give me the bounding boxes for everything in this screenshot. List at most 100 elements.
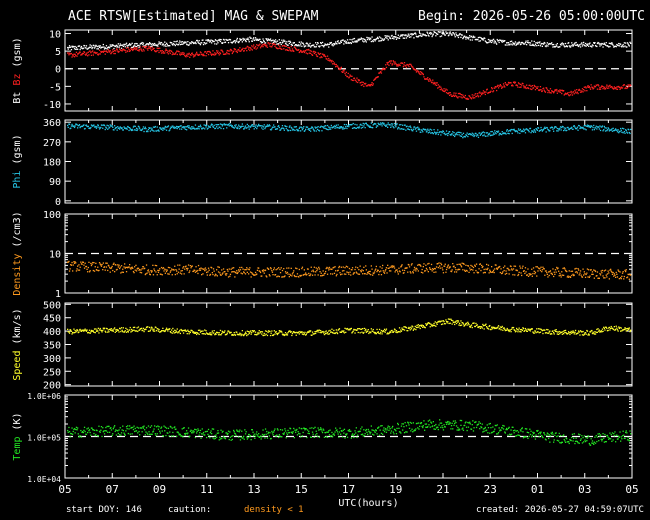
data-point-bz — [261, 45, 263, 47]
data-point-density — [442, 272, 445, 274]
data-point-bt — [497, 39, 500, 42]
data-point-phi — [442, 130, 444, 132]
data-point-phi — [494, 130, 496, 132]
data-point-bt — [485, 41, 487, 43]
data-point-phi — [327, 129, 329, 131]
data-point-speed — [162, 327, 164, 329]
data-point-phi — [479, 134, 481, 136]
data-point-density — [73, 261, 75, 263]
data-point-phi — [243, 128, 245, 130]
data-point-density — [217, 271, 220, 273]
data-point-bz — [517, 86, 519, 88]
data-point-density — [472, 269, 474, 271]
data-point-density — [293, 270, 295, 272]
data-point-speed — [335, 329, 337, 331]
data-point-speed — [383, 330, 385, 332]
data-point-bt — [254, 37, 257, 39]
data-point-bz — [471, 94, 473, 96]
data-point-density — [507, 267, 509, 270]
data-point-speed — [199, 331, 202, 333]
data-point-density — [619, 271, 621, 273]
data-point-bt — [299, 45, 301, 47]
data-point-speed — [517, 329, 520, 331]
data-point-density — [148, 271, 150, 273]
data-point-density — [316, 269, 318, 272]
data-point-density — [463, 263, 465, 265]
data-point-phi — [278, 125, 280, 127]
data-point-phi — [70, 125, 73, 127]
data-point-bz — [323, 54, 326, 56]
data-point-bz — [506, 84, 508, 86]
data-point-speed — [102, 329, 104, 332]
data-point-speed — [601, 331, 603, 333]
data-point-phi — [329, 126, 331, 129]
data-point-bz — [268, 43, 270, 45]
data-point-density — [529, 274, 531, 276]
data-point-bt — [182, 42, 185, 44]
data-point-phi — [311, 126, 314, 129]
data-point-bt — [602, 46, 604, 48]
data-point-speed — [589, 331, 592, 333]
data-point-density — [159, 268, 161, 270]
data-point-bt — [402, 37, 404, 39]
data-point-density — [331, 273, 334, 275]
data-point-bz — [167, 50, 169, 52]
data-point-bz — [112, 49, 114, 51]
data-point-bz — [428, 80, 430, 82]
data-point-phi — [392, 123, 394, 125]
data-point-speed — [228, 331, 230, 333]
data-point-speed — [93, 331, 95, 333]
data-point-bt — [365, 41, 367, 43]
data-point-speed — [451, 323, 453, 325]
data-point-density — [287, 273, 289, 275]
data-point-density — [581, 276, 584, 278]
data-point-speed — [346, 327, 349, 330]
data-point-density — [607, 270, 609, 272]
data-point-density — [182, 267, 184, 269]
data-point-bt — [429, 31, 431, 34]
data-point-bt — [492, 38, 495, 40]
data-point-density — [362, 270, 364, 272]
data-point-bz — [261, 44, 264, 46]
data-point-speed — [579, 334, 581, 336]
data-point-density — [72, 264, 74, 266]
data-point-bz — [535, 86, 537, 88]
data-point-phi — [334, 127, 336, 129]
data-point-bt — [315, 46, 317, 48]
data-point-phi — [127, 126, 129, 128]
data-point-bt — [406, 35, 408, 37]
data-point-density — [452, 263, 454, 265]
data-point-bz — [149, 47, 151, 49]
data-point-density — [256, 269, 259, 271]
data-point-phi — [317, 126, 319, 128]
data-point-speed — [519, 331, 521, 333]
data-point-phi — [504, 132, 506, 134]
data-point-phi — [367, 124, 369, 126]
data-point-bt — [233, 40, 235, 43]
data-point-speed — [528, 329, 530, 332]
data-point-speed — [301, 333, 304, 335]
data-point-bt — [323, 46, 325, 48]
data-point-bz — [442, 90, 445, 92]
data-point-bz — [378, 72, 380, 74]
data-point-density — [504, 273, 506, 275]
data-point-phi — [363, 123, 366, 125]
data-point-bz — [207, 53, 210, 56]
data-point-speed — [603, 327, 605, 330]
data-point-bz — [265, 45, 267, 48]
data-point-density — [334, 266, 336, 268]
data-point-bz — [231, 50, 233, 52]
data-point-bz — [188, 52, 190, 54]
data-point-phi — [370, 126, 372, 128]
data-point-bz — [310, 52, 312, 54]
data-point-bt — [360, 37, 362, 39]
data-point-density — [413, 269, 415, 271]
data-point-density — [500, 268, 502, 270]
data-point-density — [346, 266, 349, 268]
data-point-bz — [616, 86, 618, 88]
data-point-phi — [628, 131, 630, 134]
data-point-speed — [85, 329, 87, 331]
data-point-phi — [616, 129, 618, 131]
data-point-phi — [177, 126, 179, 128]
data-point-bt — [254, 39, 256, 41]
